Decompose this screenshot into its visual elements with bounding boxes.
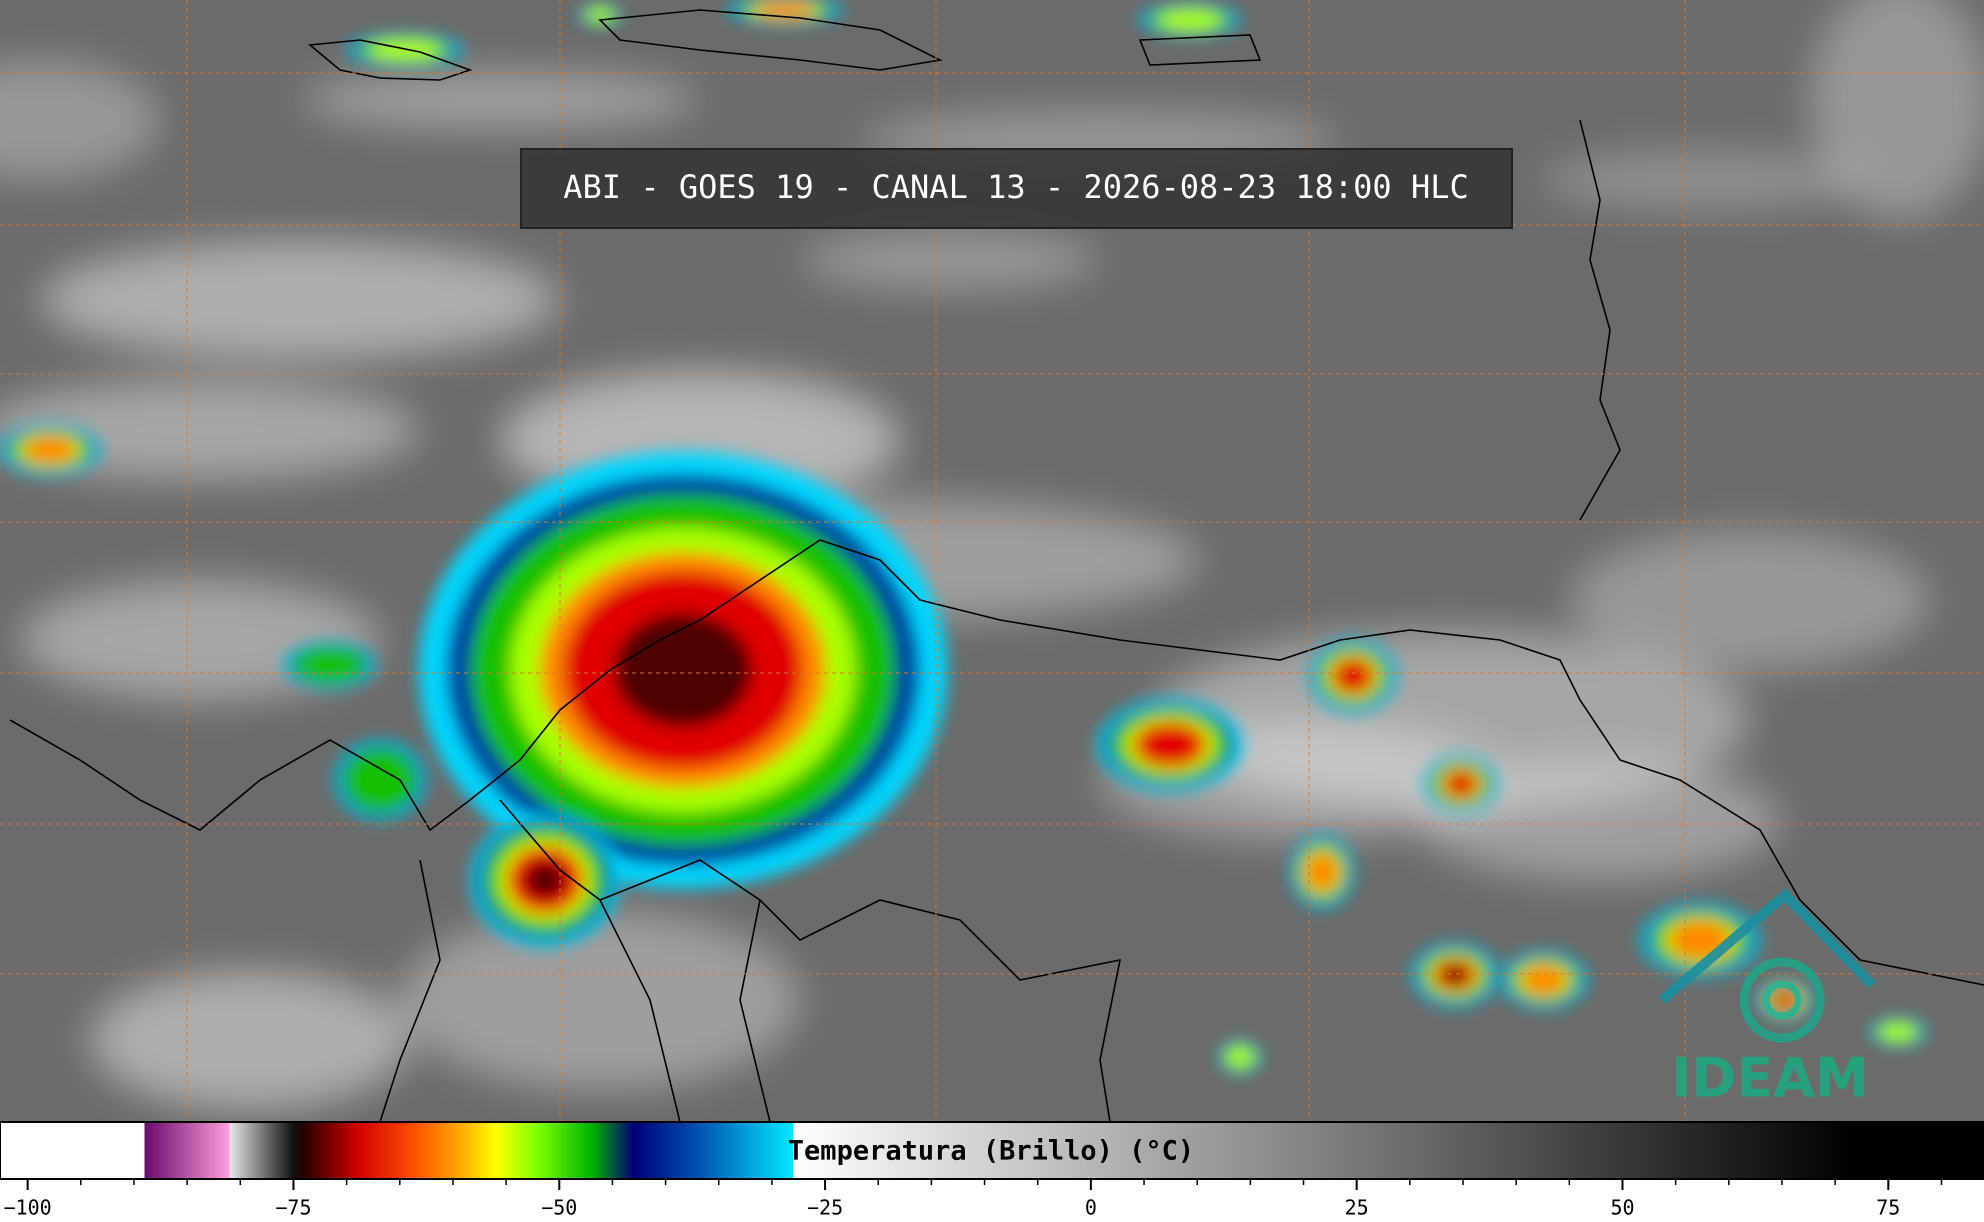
cloud	[0, 60, 160, 180]
storm-layer	[293, 646, 367, 684]
storm-layer	[343, 747, 417, 813]
logo-text: IDEAM	[1671, 1047, 1868, 1110]
storm-layer	[1333, 659, 1373, 693]
coastlines	[9, 9, 1984, 1123]
storm	[1139, 2, 1241, 38]
colorbar-tick-label: 75	[1876, 1196, 1900, 1220]
storm-layer	[1137, 724, 1203, 766]
storm-layer	[1304, 852, 1340, 892]
colorbar-tick-label: −100	[4, 1196, 52, 1220]
cloud	[1810, 0, 1984, 220]
colorbar-tick-label: −75	[275, 1196, 311, 1220]
storm	[1218, 1039, 1262, 1075]
storm-layer	[754, 1, 816, 19]
storm-layer	[367, 38, 443, 62]
title: ABI - GOES 19 - CANAL 13 - 2026-08-23 18…	[563, 168, 1468, 206]
cloud	[300, 70, 700, 130]
storm-layer	[22, 436, 78, 464]
storm	[1411, 942, 1499, 1008]
title-box	[520, 148, 1513, 229]
cloud	[800, 230, 1100, 290]
cloud	[40, 240, 560, 360]
storm	[1424, 755, 1498, 813]
storm-layer	[614, 613, 752, 727]
storm	[1309, 639, 1397, 713]
storm	[0, 424, 101, 476]
colorbar-tick-label: −25	[807, 1196, 843, 1220]
cloud	[1420, 760, 1780, 880]
storm	[578, 3, 622, 27]
storm	[1289, 835, 1355, 909]
storms	[0, 0, 1927, 1075]
colorbar-tick-label: 0	[1085, 1196, 1097, 1220]
colorbar-tick-label: −50	[541, 1196, 577, 1220]
storm	[470, 813, 620, 947]
colorbar	[0, 1121, 1984, 1180]
cloud	[90, 970, 410, 1110]
storm	[334, 739, 426, 821]
storm-layer	[1225, 1045, 1255, 1069]
storm-layer	[1520, 964, 1568, 996]
cloud	[1570, 530, 1930, 670]
storm-layer	[525, 862, 565, 898]
storm-layer	[1157, 8, 1223, 32]
colorbar-tick-label: 25	[1345, 1196, 1369, 1220]
storm	[347, 32, 463, 68]
storm-layer	[1444, 771, 1478, 797]
colorbar-label: Temperatura (Brillo) (°C)	[788, 1136, 1194, 1167]
storm-layer	[1772, 990, 1798, 1010]
storm-layer	[1443, 966, 1467, 984]
colorbar-tick-label: 50	[1610, 1196, 1634, 1220]
storm	[1500, 951, 1588, 1009]
storm	[1097, 699, 1243, 791]
cloud	[400, 910, 800, 1090]
logo: IDEAM	[1658, 888, 1876, 1110]
storm	[284, 642, 376, 688]
storm	[418, 451, 948, 889]
storm	[1869, 1017, 1927, 1047]
storm-layer	[1879, 1022, 1917, 1042]
cloud	[1540, 150, 1860, 210]
cloud	[0, 380, 420, 480]
